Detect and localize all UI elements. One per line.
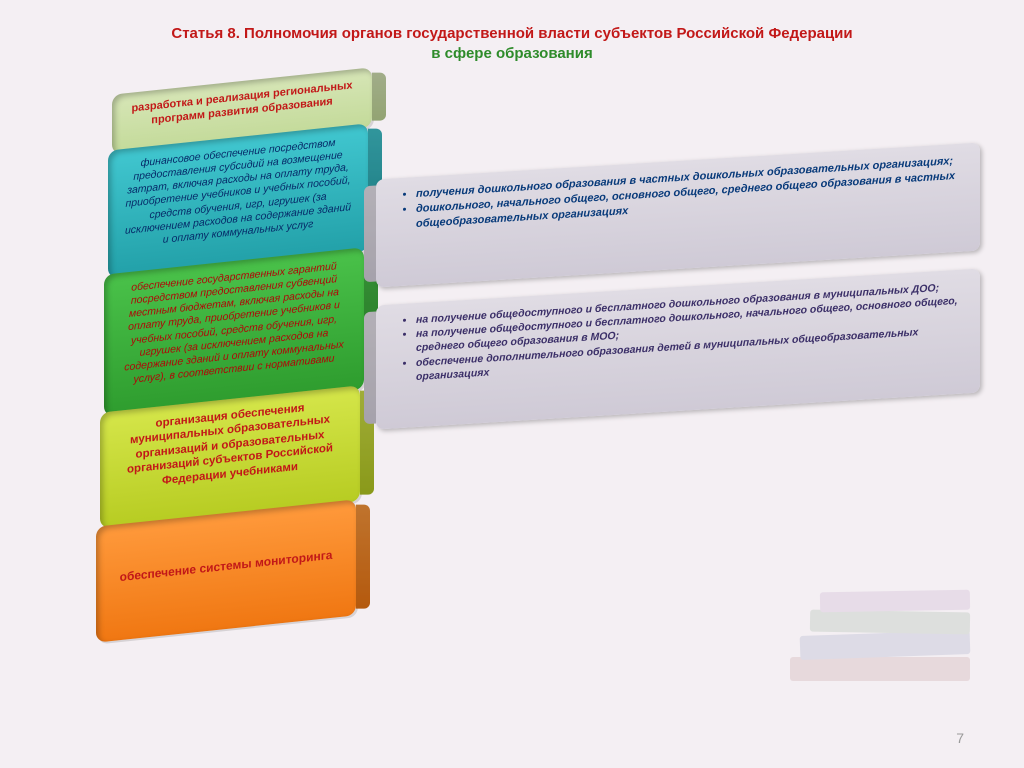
block-text: обеспечение государственных гарантий пос… (124, 260, 344, 385)
panel-private-education: получения дошкольного образования в част… (376, 142, 980, 287)
books-decoration (770, 501, 990, 681)
block-text: разработка и реализация региональных про… (131, 79, 352, 126)
title-line2: в сфере образования (40, 44, 984, 64)
page-number: 7 (956, 730, 964, 746)
block-text: финансовое обеспечение посредством предо… (125, 136, 351, 245)
page-title: Статья 8. Полномочия органов государстве… (0, 0, 1024, 75)
title-line1: Статья 8. Полномочия органов государстве… (40, 24, 984, 44)
diagram-stage: разработка и реализация региональных про… (0, 75, 1024, 715)
block-text: обеспечение системы мониторинга (120, 547, 333, 583)
panel-municipal-education: на получение общедоступного и бесплатног… (376, 268, 980, 429)
block-text: организация обеспечения муниципальных об… (127, 402, 333, 486)
